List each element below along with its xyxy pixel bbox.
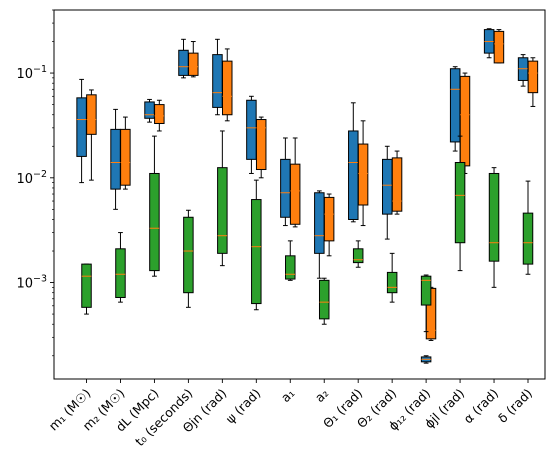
box-body [144, 101, 155, 119]
box-body [246, 99, 257, 160]
box-body [289, 163, 301, 225]
box-body [217, 167, 228, 254]
plot-frame [53, 9, 546, 380]
x-axis: m₁ (M☉)m₂ (M☉)dL (Mpc)t₀ (seconds)Θjn (r… [46, 379, 535, 449]
box-body [454, 161, 466, 244]
box-body [221, 60, 233, 116]
box-body [251, 199, 262, 305]
box-blue-10 [420, 355, 432, 364]
box-blue-4 [212, 38, 223, 116]
box-orange-9 [391, 150, 403, 215]
plot-area [53, 9, 546, 380]
x-tick-label: a₂ [312, 386, 332, 406]
x-tick-label: δ (rad) [495, 386, 535, 426]
box-green-2 [149, 135, 160, 277]
box-green-12 [488, 167, 500, 288]
box-blue-6 [280, 137, 291, 227]
y-tick-label: 10−2 [16, 169, 47, 187]
box-body [382, 158, 393, 215]
box-blue-3 [178, 38, 189, 79]
box-orange-6 [289, 137, 301, 228]
box-green-13 [522, 180, 534, 275]
box-body [348, 130, 359, 220]
box-body [81, 263, 92, 308]
box-orange-12 [493, 29, 505, 64]
box-orange-4 [221, 48, 233, 122]
box-green-11 [454, 135, 466, 272]
box-green-9 [386, 252, 398, 303]
box-body [255, 119, 267, 171]
box-body [110, 128, 121, 190]
box-body [178, 49, 189, 76]
box-body [488, 172, 500, 262]
box-body [154, 104, 165, 124]
box-orange-0 [86, 89, 97, 181]
box-orange-13 [527, 57, 539, 107]
box-blue-5 [246, 95, 257, 174]
box-orange-11 [459, 72, 471, 174]
box-green-8 [352, 240, 364, 268]
box-body [76, 97, 87, 157]
box-body [212, 54, 223, 108]
box-body [449, 68, 461, 143]
box-blue-8 [348, 102, 359, 223]
x-tick-label: a₁ [278, 386, 298, 406]
box-orange-8 [357, 120, 369, 227]
x-tick-label: α (rad) [460, 386, 501, 427]
box-orange-7 [323, 193, 335, 257]
box-body [459, 75, 471, 167]
box-body [314, 192, 325, 254]
box-body [149, 172, 160, 272]
box-green-4 [217, 130, 228, 267]
box-body [420, 275, 432, 306]
box-body [352, 248, 364, 264]
box-body [280, 158, 291, 218]
box-orange-2 [154, 99, 165, 132]
box-body [323, 196, 335, 242]
box-orange-5 [255, 116, 267, 179]
box-body [386, 271, 398, 294]
box-body [318, 279, 330, 320]
y-tick-label: 10−3 [16, 274, 47, 292]
box-blue-11 [449, 66, 461, 152]
box-blue-13 [517, 54, 529, 87]
y-axis: 10−3 10−2 10−1 [16, 9, 54, 357]
box-green-1 [115, 232, 126, 303]
box-orange-3 [188, 41, 199, 78]
box-body [188, 52, 199, 76]
box-body [527, 60, 539, 94]
box-groups [76, 28, 539, 364]
box-body [120, 128, 131, 186]
box-body [391, 157, 403, 212]
box-body [522, 212, 534, 265]
box-orange-1 [120, 116, 131, 190]
y-tick-label: 10−1 [16, 64, 47, 82]
box-blue-2 [144, 98, 155, 123]
x-tick-label: ψ (rad) [223, 386, 264, 427]
box-green-0 [81, 263, 92, 315]
box-body [115, 248, 126, 298]
box-body [183, 216, 194, 294]
box-blue-0 [76, 78, 87, 184]
box-green-7 [318, 277, 330, 325]
box-body [285, 255, 296, 280]
box-body [357, 143, 369, 206]
box-blue-9 [382, 145, 393, 240]
box-green-5 [251, 179, 262, 311]
box-green-6 [285, 240, 296, 281]
box-blue-1 [110, 108, 121, 210]
box-green-10 [420, 274, 432, 333]
box-green-3 [183, 209, 194, 308]
box-body [86, 94, 97, 135]
box-blue-12 [483, 28, 495, 59]
box-blue-7 [314, 190, 325, 279]
box-body [493, 30, 505, 64]
